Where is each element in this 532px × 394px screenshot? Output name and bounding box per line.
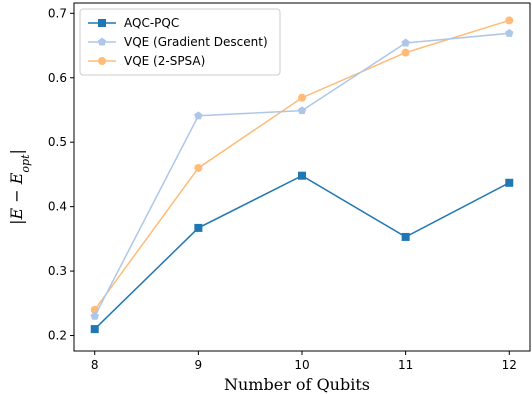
y-axis-label: |E − Eopt| <box>7 149 32 225</box>
legend-entry: AQC-PQC <box>88 16 179 30</box>
y-axis-label-close: | <box>7 149 26 154</box>
y-tick-label: 0.4 <box>48 200 67 214</box>
series-1 <box>90 28 514 320</box>
data-point <box>401 48 410 57</box>
data-point <box>401 232 410 241</box>
legend-label: VQE (2-SPSA) <box>124 54 205 68</box>
legend-marker <box>98 57 106 65</box>
series-layer <box>90 16 514 334</box>
legend-entry: VQE (2-SPSA) <box>88 54 205 68</box>
data-point <box>505 28 514 37</box>
series-line <box>94 174 510 330</box>
x-tick-label: 10 <box>294 358 309 372</box>
y-tick-label: 0.3 <box>48 264 67 278</box>
legend-label: VQE (Gradient Descent) <box>124 35 268 49</box>
data-point <box>401 38 410 47</box>
x-tick-label: 12 <box>502 358 517 372</box>
y-tick-label: 0.6 <box>48 71 67 85</box>
data-point <box>90 311 99 320</box>
data-point <box>194 111 203 120</box>
x-tick-label: 11 <box>398 358 413 372</box>
data-point <box>297 106 307 115</box>
legend-entry: VQE (Gradient Descent) <box>88 35 268 49</box>
data-point <box>194 163 203 172</box>
x-tick-label: 8 <box>91 358 99 372</box>
data-point <box>505 178 514 187</box>
legend: AQC-PQC VQE (Gradient Descent) VQE (2-SPSA… <box>79 8 281 76</box>
y-tick-label: 0.2 <box>48 329 67 343</box>
legend-box <box>79 8 281 76</box>
y-axis-label-main: |E − E <box>7 172 26 225</box>
series-0 <box>90 171 514 334</box>
y-axis-label-sub: opt <box>19 154 32 173</box>
axes: 8 9 10 11 12 0.2 0.3 0.4 0.5 0.6 0.7 <box>48 2 531 372</box>
data-point <box>298 93 306 102</box>
data-point <box>90 325 99 334</box>
y-tick-label: 0.7 <box>48 6 67 20</box>
data-point <box>298 171 306 180</box>
data-point <box>194 223 203 232</box>
legend-marker <box>97 37 107 46</box>
legend-marker <box>98 19 106 27</box>
data-point <box>505 16 514 25</box>
legend-label: AQC-PQC <box>124 16 179 30</box>
x-tick-label: 9 <box>195 358 203 372</box>
x-axis-label: Number of Qubits <box>224 375 370 394</box>
y-axis-label-group: |E − Eopt| <box>7 149 32 225</box>
y-tick-label: 0.5 <box>48 135 67 149</box>
